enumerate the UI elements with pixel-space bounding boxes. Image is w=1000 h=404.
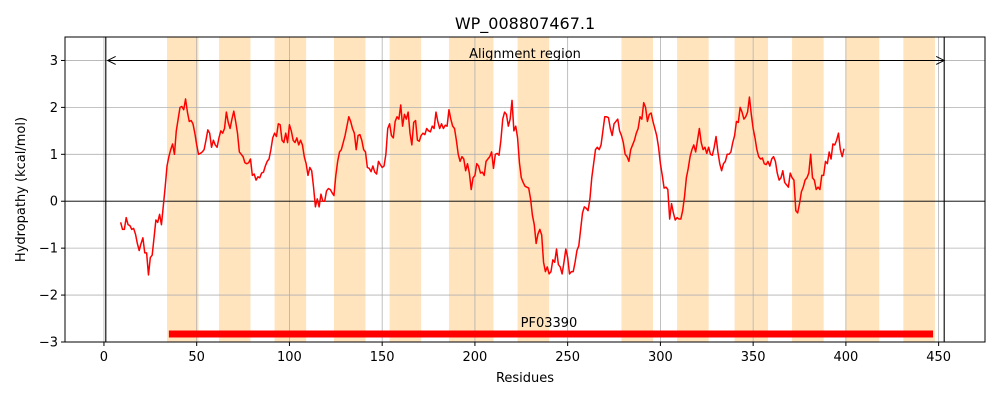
helix-band	[218, 37, 251, 342]
y-axis-ticks: −3 −2 −1 0 1 2 3	[39, 54, 65, 351]
helix-band	[333, 37, 366, 342]
y-tick-label: 2	[50, 101, 58, 116]
x-axis-label: Residues	[496, 371, 554, 386]
y-tick-label: 3	[50, 54, 58, 69]
helix-band	[389, 37, 422, 342]
plot-frame	[64, 36, 986, 343]
x-tick-label: 100	[277, 350, 302, 365]
alignment-boundaries	[105, 37, 945, 342]
x-tick-label: 50	[188, 350, 205, 365]
helix-band	[274, 37, 307, 342]
x-tick-label: 350	[741, 350, 766, 365]
helix-band	[903, 37, 935, 342]
x-tick-label: 150	[370, 350, 395, 365]
helix-band	[792, 37, 824, 342]
chart-title: WP_008807467.1	[455, 14, 595, 34]
alignment-arrow-right-head	[935, 56, 946, 65]
y-tick-label: −3	[39, 336, 58, 351]
y-tick-label: −2	[39, 289, 58, 304]
hydropathy-line	[119, 96, 845, 276]
helix-band	[677, 37, 709, 342]
series-group	[119, 96, 845, 276]
helix-band	[167, 37, 199, 342]
x-tick-label: 300	[648, 350, 673, 365]
alignment-label: Alignment region	[469, 47, 581, 62]
helix-bands	[167, 37, 935, 342]
alignment-arrow-group	[106, 56, 946, 65]
x-tick-label: 400	[833, 350, 858, 365]
helix-band	[734, 37, 768, 342]
y-tick-label: 0	[50, 195, 58, 210]
helix-band	[517, 37, 550, 342]
domain-label: PF03390	[521, 316, 578, 331]
x-tick-label: 450	[926, 350, 951, 365]
x-tick-label: 0	[100, 350, 108, 365]
helix-band	[621, 37, 653, 342]
alignment-arrow-left-head	[106, 56, 116, 65]
x-tick-label: 250	[555, 350, 580, 365]
x-axis-ticks: 0 50 100 150 200 250 300 350 400 450	[100, 342, 951, 365]
y-tick-label: 1	[50, 148, 58, 163]
x-tick-label: 200	[463, 350, 488, 365]
y-axis-label: Hydropathy (kcal/mol)	[14, 117, 29, 262]
y-tick-label: −1	[39, 242, 58, 257]
helix-band	[845, 37, 880, 342]
